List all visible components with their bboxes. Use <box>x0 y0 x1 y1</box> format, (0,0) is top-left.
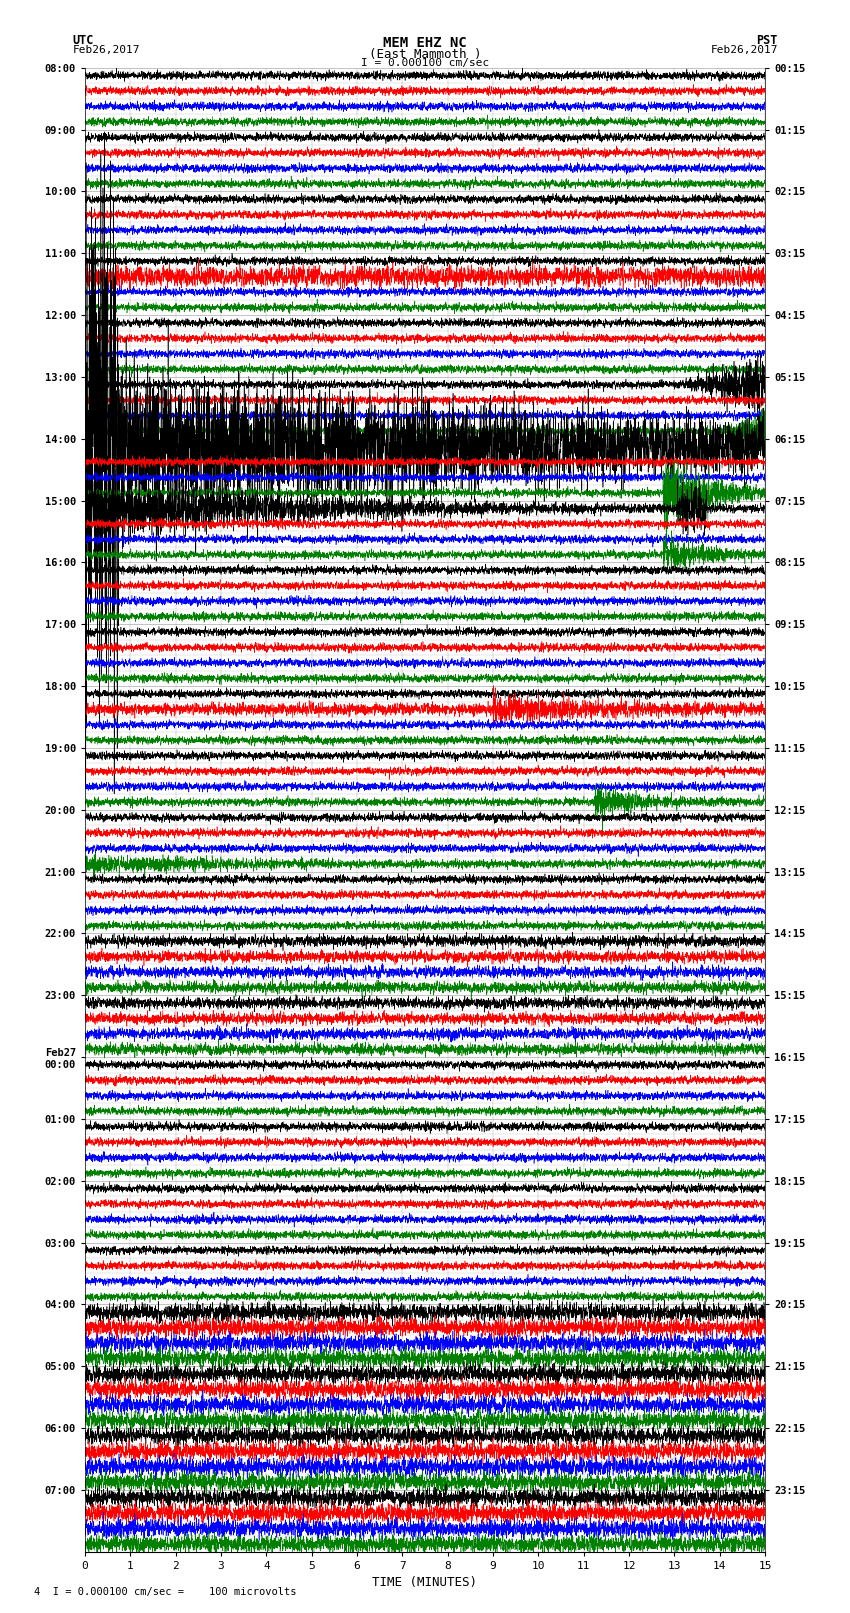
Text: MEM EHZ NC: MEM EHZ NC <box>383 37 467 50</box>
Text: 4  I = 0.000100 cm/sec =    100 microvolts: 4 I = 0.000100 cm/sec = 100 microvolts <box>34 1587 297 1597</box>
Text: UTC: UTC <box>72 34 94 47</box>
Text: (East Mammoth ): (East Mammoth ) <box>369 47 481 61</box>
Text: I = 0.000100 cm/sec: I = 0.000100 cm/sec <box>361 58 489 68</box>
X-axis label: TIME (MINUTES): TIME (MINUTES) <box>372 1576 478 1589</box>
Text: Feb26,2017: Feb26,2017 <box>72 45 139 55</box>
Text: Feb26,2017: Feb26,2017 <box>711 45 778 55</box>
Text: PST: PST <box>756 34 778 47</box>
